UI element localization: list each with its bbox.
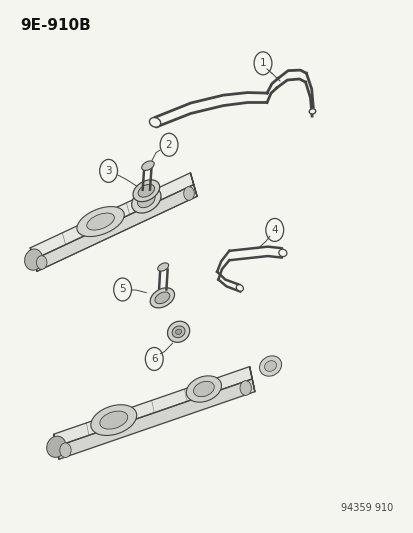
Ellipse shape	[149, 118, 160, 127]
Ellipse shape	[100, 411, 128, 429]
Polygon shape	[249, 367, 254, 392]
Circle shape	[183, 187, 194, 200]
Circle shape	[240, 381, 251, 395]
Text: 2: 2	[165, 140, 172, 150]
Ellipse shape	[131, 187, 161, 213]
Ellipse shape	[193, 381, 214, 397]
Text: 4: 4	[271, 225, 278, 235]
Polygon shape	[30, 173, 193, 260]
Polygon shape	[190, 173, 197, 196]
Ellipse shape	[137, 192, 155, 208]
Ellipse shape	[186, 376, 221, 402]
Ellipse shape	[141, 161, 154, 171]
Ellipse shape	[309, 109, 315, 114]
Ellipse shape	[90, 405, 136, 435]
Circle shape	[36, 256, 47, 269]
Text: 9E-910B: 9E-910B	[20, 19, 91, 34]
Ellipse shape	[150, 288, 174, 308]
Ellipse shape	[87, 213, 114, 230]
Text: 6: 6	[151, 354, 157, 364]
Ellipse shape	[167, 321, 189, 342]
Ellipse shape	[133, 180, 159, 201]
Ellipse shape	[264, 361, 276, 372]
Text: 94359 910: 94359 910	[341, 503, 393, 513]
Polygon shape	[33, 184, 197, 271]
Ellipse shape	[172, 326, 185, 337]
Polygon shape	[56, 379, 254, 459]
Ellipse shape	[24, 249, 43, 270]
Ellipse shape	[278, 249, 286, 256]
Polygon shape	[54, 367, 252, 447]
Ellipse shape	[47, 436, 66, 457]
Circle shape	[59, 443, 71, 457]
Polygon shape	[54, 434, 59, 459]
Ellipse shape	[157, 263, 168, 271]
Ellipse shape	[154, 292, 169, 304]
Ellipse shape	[138, 184, 154, 197]
Ellipse shape	[175, 329, 181, 334]
Text: 5: 5	[119, 285, 126, 295]
Text: 3: 3	[105, 166, 112, 176]
Ellipse shape	[259, 356, 281, 376]
Ellipse shape	[77, 207, 124, 237]
Polygon shape	[30, 248, 37, 271]
Text: 1: 1	[259, 58, 266, 68]
Ellipse shape	[236, 285, 243, 291]
